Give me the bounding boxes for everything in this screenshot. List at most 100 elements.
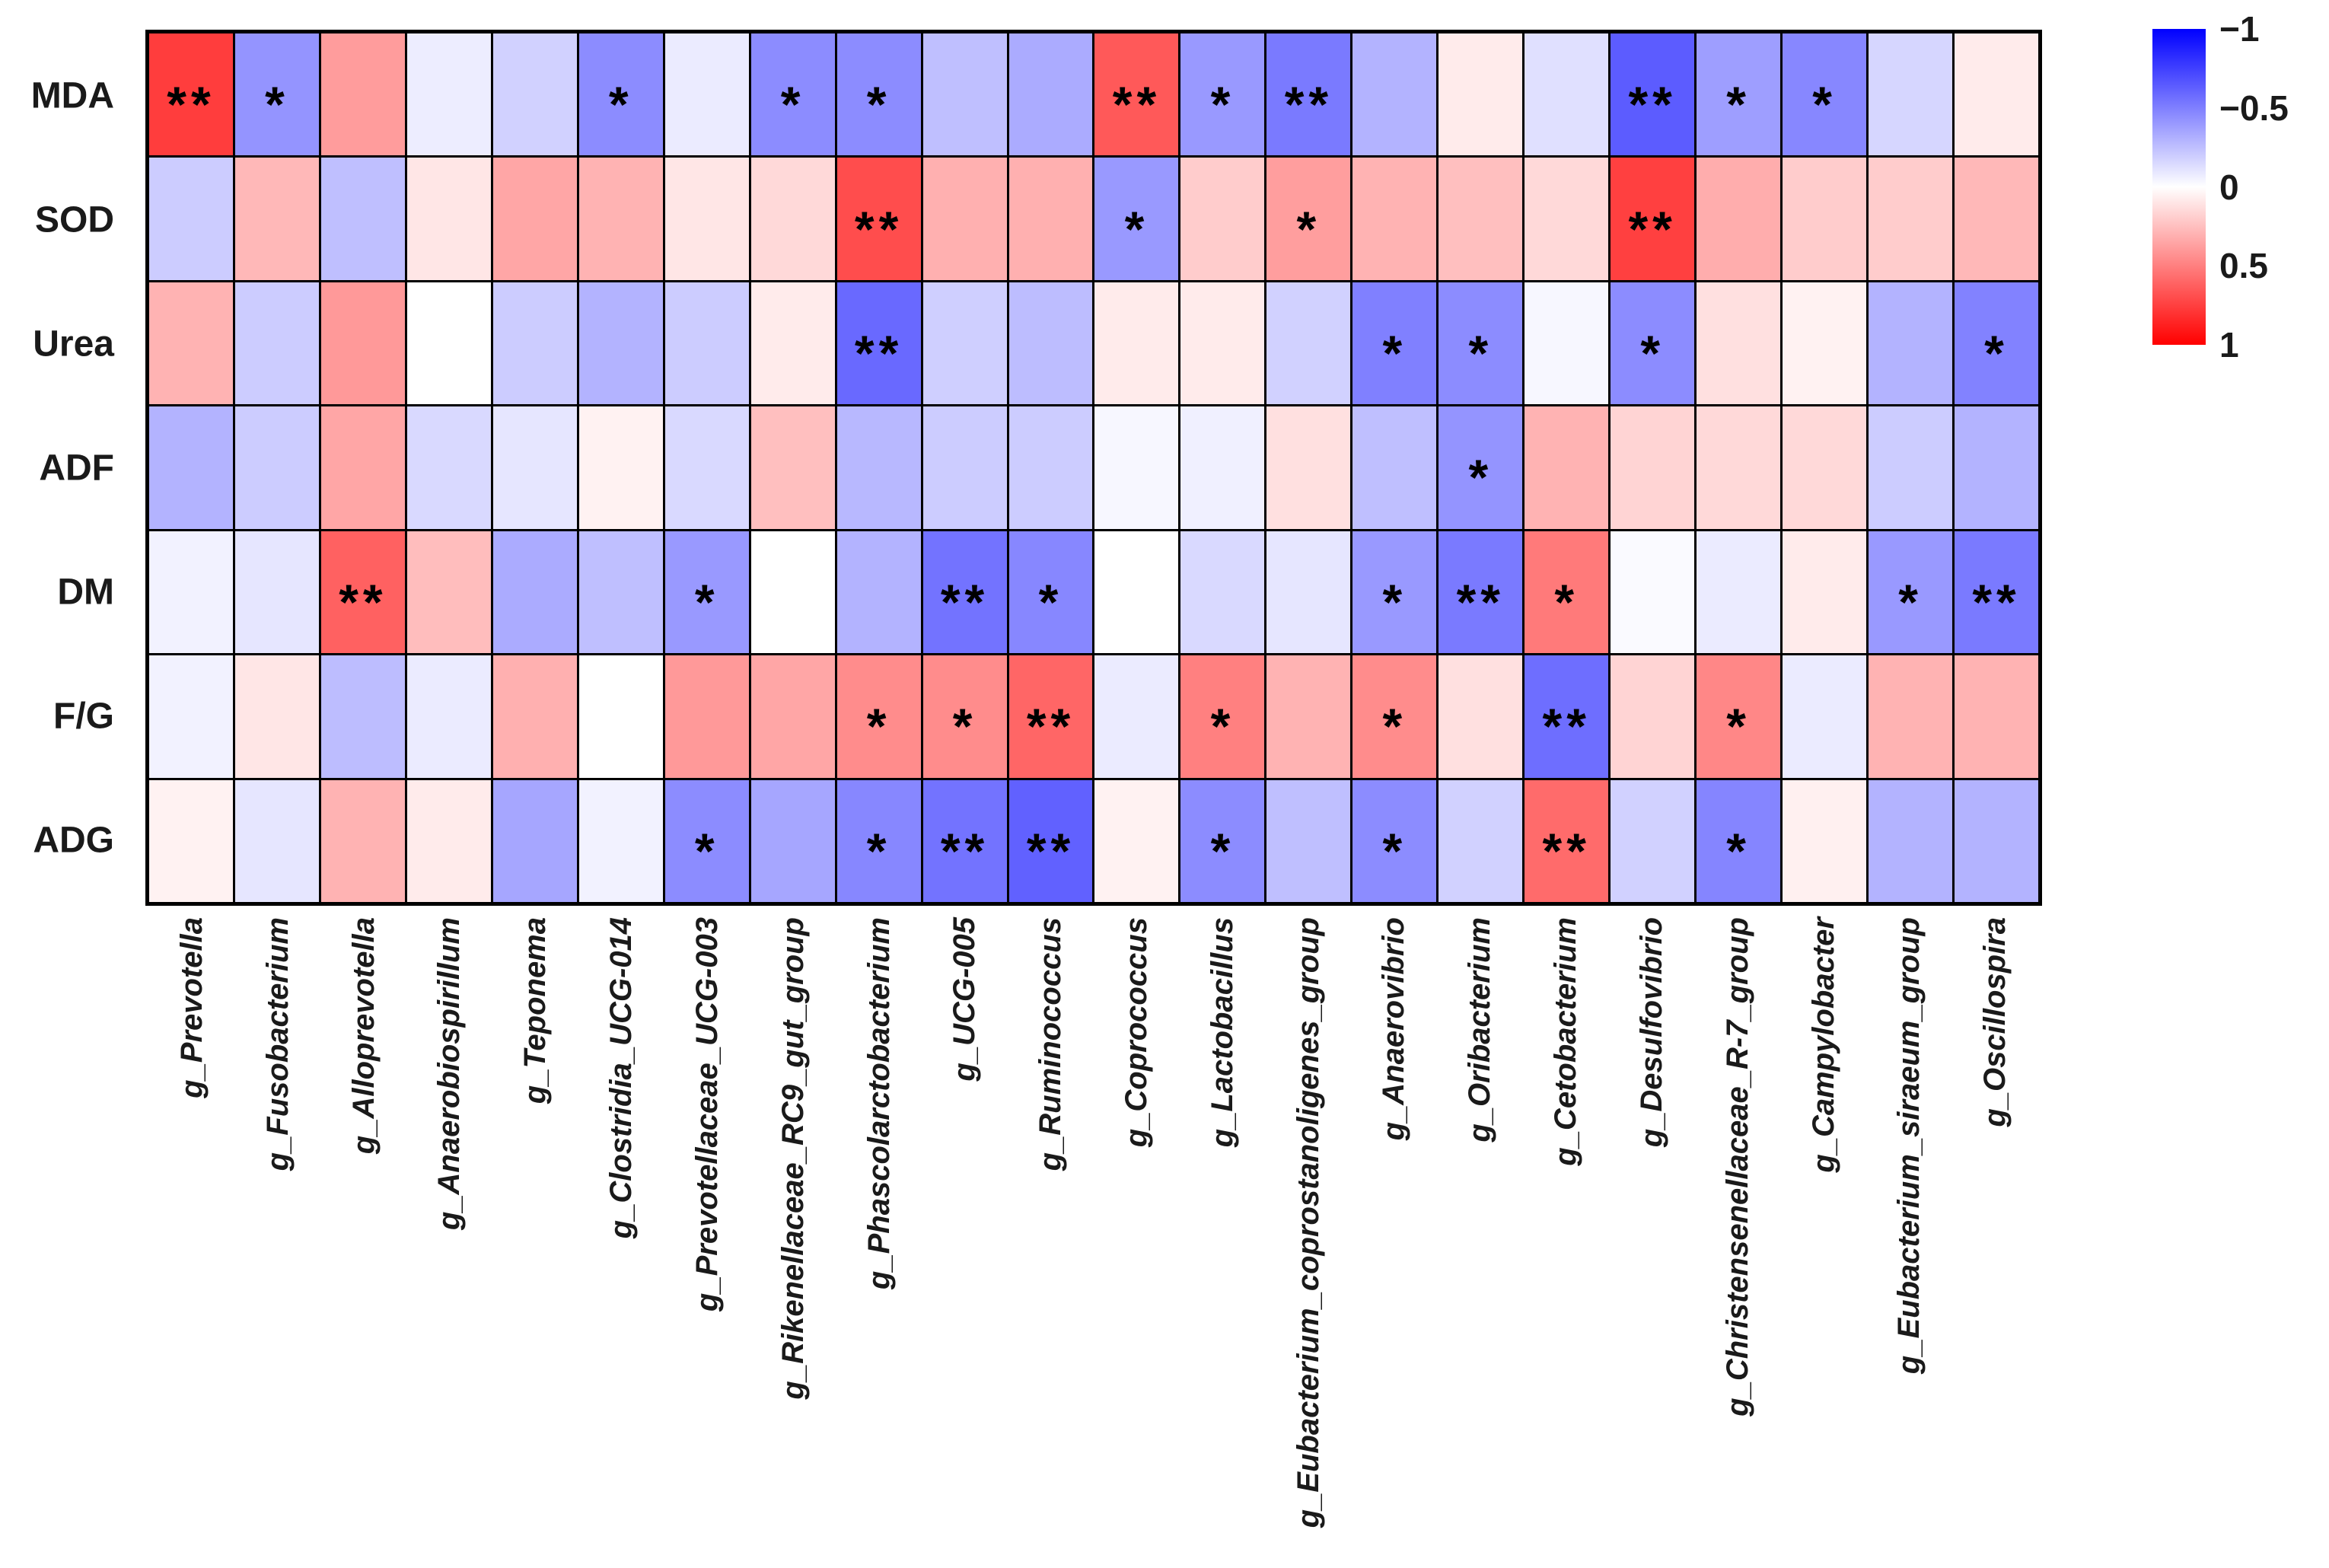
heatmap-cell: * — [1697, 779, 1781, 902]
heatmap-cell — [1869, 655, 1953, 778]
significance-asterisks: * — [694, 822, 719, 879]
heatmap-cell — [578, 779, 663, 902]
heatmap-cell: * — [1008, 531, 1093, 654]
significance-asterisks: * — [866, 698, 891, 755]
heatmap-cell — [406, 655, 491, 778]
heatmap-cell — [1697, 282, 1781, 405]
heatmap-cell: * — [922, 655, 1007, 778]
heatmap-cell — [1783, 406, 1867, 529]
row-label: DM — [57, 572, 114, 612]
heatmap-cell — [1094, 282, 1179, 405]
significance-asterisks: * — [1382, 822, 1407, 879]
column-label: g_Ruminococcus — [1034, 917, 1068, 1171]
heatmap-cell — [1438, 158, 1523, 280]
significance-asterisks: ** — [1026, 698, 1075, 755]
heatmap-cell — [149, 406, 233, 529]
heatmap-cell — [320, 158, 405, 280]
heatmap-cell — [1869, 158, 1953, 280]
heatmap-cell — [1180, 531, 1265, 654]
heatmap-cell — [1697, 158, 1781, 280]
heatmap-cell — [922, 282, 1007, 405]
column-label: g_Eubacterium_coprostanoligenes_group — [1291, 917, 1325, 1528]
heatmap-cell — [1352, 33, 1437, 156]
significance-asterisks: * — [1382, 574, 1407, 631]
heatmap-cell — [1783, 531, 1867, 654]
heatmap-cell — [1869, 406, 1953, 529]
heatmap-cell — [492, 33, 577, 156]
significance-asterisks: * — [694, 574, 719, 631]
heatmap-cell — [750, 406, 835, 529]
heatmap-cell — [1094, 655, 1179, 778]
heatmap-cell — [149, 282, 233, 405]
heatmap-cell: * — [1955, 282, 2038, 405]
significance-asterisks: ** — [167, 76, 215, 133]
column-label: g_UCG-005 — [948, 917, 982, 1082]
heatmap-cell — [922, 158, 1007, 280]
column-label: g_Oribacterium — [1463, 917, 1497, 1143]
heatmap-cell: ** — [1611, 158, 1695, 280]
significance-asterisks: * — [1984, 325, 2009, 382]
heatmap-cell — [1008, 282, 1093, 405]
significance-asterisks: ** — [1026, 822, 1075, 879]
heatmap-cell — [1352, 406, 1437, 529]
heatmap-cell — [1352, 158, 1437, 280]
column-label: g_Phascolarctobacterium — [862, 917, 896, 1290]
heatmap-cell — [1008, 406, 1093, 529]
heatmap-cell — [1869, 779, 1953, 902]
heatmap-cell — [406, 158, 491, 280]
significance-asterisks: * — [1210, 76, 1235, 133]
heatmap-cell — [1180, 282, 1265, 405]
significance-asterisks: * — [1382, 325, 1407, 382]
heatmap-cell: ** — [1525, 655, 1609, 778]
heatmap-cell: ** — [1266, 33, 1351, 156]
column-label: g_Prevotellaceae_UCG-003 — [690, 917, 724, 1312]
row-label: SOD — [34, 199, 114, 240]
significance-asterisks: ** — [1542, 698, 1591, 755]
heatmap-cell — [1094, 406, 1179, 529]
heatmap-cell — [149, 531, 233, 654]
column-label: g_Rikenellaceae_RC9_gut_group — [776, 917, 810, 1400]
heatmap-cell — [1869, 33, 1953, 156]
heatmap-cell — [1955, 655, 2038, 778]
heatmap-cell: ** — [836, 158, 921, 280]
significance-asterisks: ** — [1628, 200, 1677, 257]
heatmap-cell — [836, 406, 921, 529]
column-label: g_Alloprevotella — [346, 917, 381, 1155]
row-label: MDA — [30, 75, 114, 116]
heatmap-cell — [320, 779, 405, 902]
heatmap-cell: * — [664, 779, 749, 902]
heatmap-cell — [406, 406, 491, 529]
heatmap-cell: ** — [836, 282, 921, 405]
column-label: g_Oscillospira — [1978, 917, 2012, 1127]
heatmap-cell — [1955, 158, 2038, 280]
heatmap-cell: ** — [1438, 531, 1523, 654]
significance-asterisks: ** — [940, 574, 989, 631]
significance-asterisks: * — [1812, 76, 1837, 133]
column-label: g_Teponema — [518, 917, 553, 1104]
heatmap-cell — [492, 779, 577, 902]
heatmap-cell — [1955, 779, 2038, 902]
heatmap-cell — [406, 779, 491, 902]
heatmap-cell: * — [1611, 282, 1695, 405]
heatmap-cell — [1180, 158, 1265, 280]
colorbar-tick-label: 0 — [2219, 167, 2239, 207]
column-label: g_Anaerovibrio — [1377, 917, 1411, 1141]
heatmap-cell — [1438, 779, 1523, 902]
heatmap-cell — [1955, 33, 2038, 156]
heatmap-cell — [1266, 282, 1351, 405]
heatmap-cell — [1955, 406, 2038, 529]
heatmap-cell: ** — [1008, 655, 1093, 778]
heatmap-grid: ** * * * * ** * ** ** * * ** * * ** ** * * * * * ** * ** * * ** * * *… — [145, 30, 2042, 906]
heatmap-cell — [664, 158, 749, 280]
heatmap-cell — [1008, 33, 1093, 156]
heatmap-cell: * — [664, 531, 749, 654]
heatmap-cell: * — [1266, 158, 1351, 280]
colorbar-tick-label: −0.5 — [2219, 88, 2289, 128]
heatmap-cell — [1266, 655, 1351, 778]
column-label: g_Desulfovibrio — [1634, 917, 1668, 1148]
heatmap-cell: * — [1352, 655, 1437, 778]
heatmap-cell: ** — [1525, 779, 1609, 902]
heatmap-cell — [149, 158, 233, 280]
heatmap-cell — [664, 33, 749, 156]
heatmap-cell: * — [578, 33, 663, 156]
